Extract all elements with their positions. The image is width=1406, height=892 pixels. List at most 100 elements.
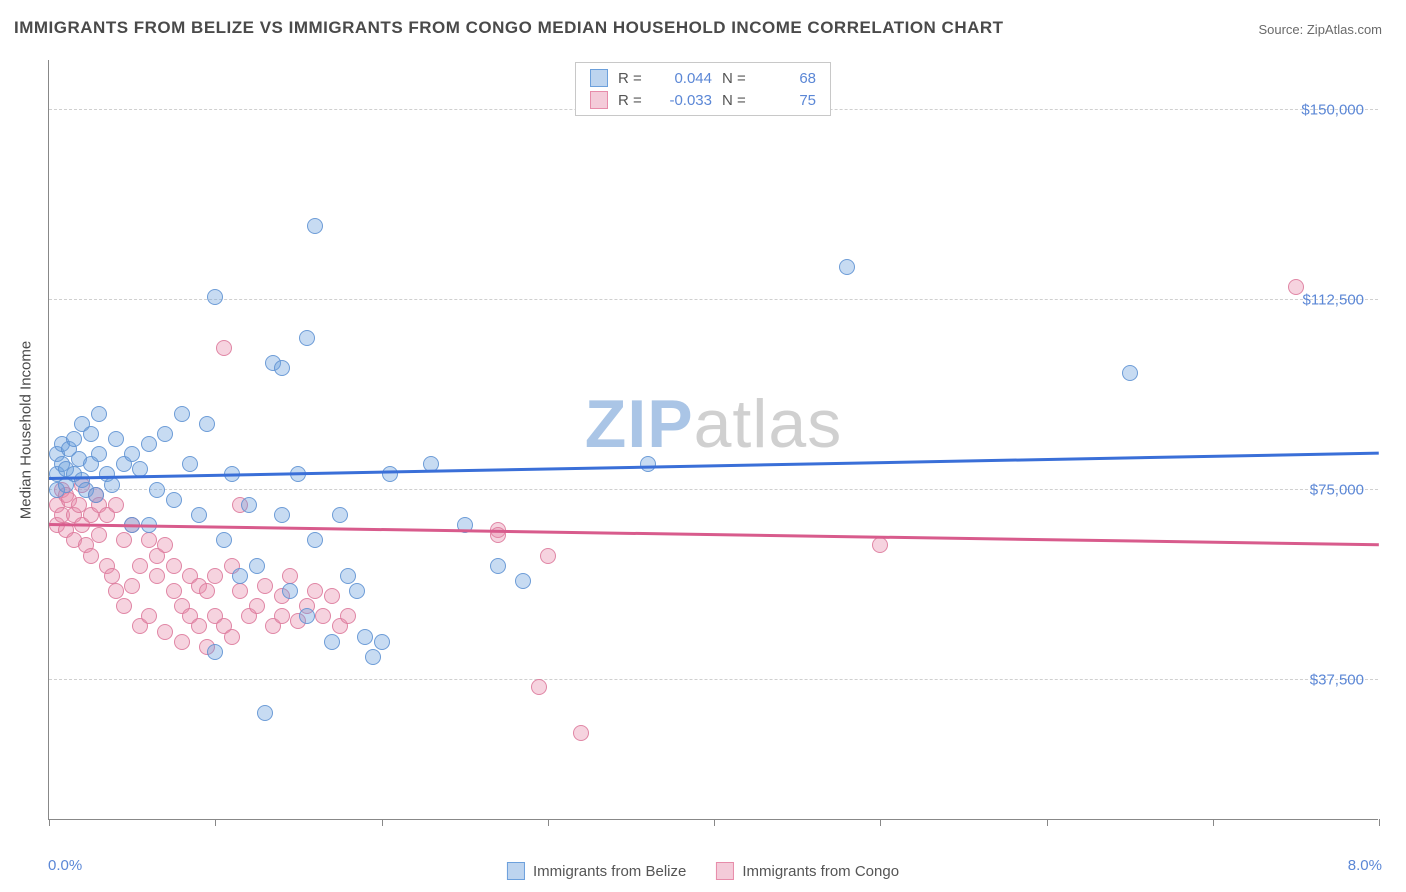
data-point-blue [216,532,232,548]
watermark-zip: ZIP [585,386,694,462]
data-point-blue [241,497,257,513]
x-tick [1213,819,1214,826]
data-point-pink [91,527,107,543]
trend-line-blue [49,452,1379,480]
data-point-pink [157,537,173,553]
scatter-plot-area: ZIPatlas $37,500$75,000$112,500$150,000 [48,60,1378,820]
data-point-blue [274,360,290,376]
data-point-pink [232,583,248,599]
data-point-blue [191,507,207,523]
data-point-pink [108,497,124,513]
data-point-blue [88,487,104,503]
data-point-blue [490,558,506,574]
data-point-blue [104,477,120,493]
y-tick-label: $37,500 [1310,671,1364,688]
x-tick [880,819,881,826]
data-point-pink [207,568,223,584]
swatch-blue-icon [590,69,608,87]
data-point-blue [299,330,315,346]
data-point-pink [108,583,124,599]
data-point-pink [340,608,356,624]
data-point-pink [104,568,120,584]
data-point-blue [207,289,223,305]
belize-r-value: 0.044 [656,70,712,87]
data-point-pink [149,568,165,584]
data-point-pink [166,583,182,599]
legend-label-congo: Immigrants from Congo [742,863,899,880]
data-point-pink [249,598,265,614]
data-point-pink [282,568,298,584]
data-point-blue [108,431,124,447]
congo-n-value: 75 [760,92,816,109]
x-tick [1379,819,1380,826]
swatch-pink-icon [716,862,734,880]
x-axis-max-label: 8.0% [1348,857,1382,874]
x-tick [49,819,50,826]
source-attribution: Source: ZipAtlas.com [1258,22,1382,37]
data-point-blue [141,436,157,452]
data-point-pink [191,618,207,634]
data-point-blue [374,634,390,650]
data-point-blue [349,583,365,599]
data-point-blue [515,573,531,589]
data-point-blue [207,644,223,660]
y-axis-title: Median Household Income [18,341,35,519]
data-point-blue [307,218,323,234]
data-point-blue [249,558,265,574]
chart-title: IMMIGRANTS FROM BELIZE VS IMMIGRANTS FRO… [14,18,1004,38]
data-point-blue [166,492,182,508]
legend-row-belize: R = 0.044 N = 68 [590,67,816,89]
swatch-blue-icon [507,862,525,880]
data-point-blue [124,446,140,462]
data-point-blue [299,608,315,624]
data-point-pink [166,558,182,574]
data-point-blue [232,568,248,584]
watermark-atlas: atlas [694,386,843,462]
data-point-pink [141,532,157,548]
swatch-pink-icon [590,91,608,109]
data-point-blue [83,426,99,442]
data-point-pink [157,624,173,640]
data-point-pink [132,558,148,574]
data-point-blue [91,406,107,422]
data-point-pink [116,598,132,614]
x-tick [1047,819,1048,826]
data-point-blue [257,705,273,721]
data-point-blue [199,416,215,432]
n-label: N = [722,92,750,109]
data-point-blue [332,507,348,523]
n-label: N = [722,70,750,87]
legend-item-belize: Immigrants from Belize [507,862,686,880]
data-point-blue [382,466,398,482]
data-point-pink [257,578,273,594]
data-point-pink [315,608,331,624]
y-tick-label: $112,500 [1303,291,1364,308]
data-point-blue [182,456,198,472]
data-point-blue [157,426,173,442]
x-tick [714,819,715,826]
r-label: R = [618,92,646,109]
gridline-horizontal [49,679,1378,680]
data-point-blue [91,446,107,462]
belize-n-value: 68 [760,70,816,87]
y-tick-label: $75,000 [1310,481,1364,498]
data-point-pink [307,583,323,599]
data-point-blue [324,634,340,650]
data-point-blue [307,532,323,548]
correlation-legend: R = 0.044 N = 68 R = -0.033 N = 75 [575,62,831,116]
data-point-pink [872,537,888,553]
legend-item-congo: Immigrants from Congo [716,862,899,880]
legend-row-congo: R = -0.033 N = 75 [590,89,816,111]
x-tick [215,819,216,826]
gridline-horizontal [49,489,1378,490]
data-point-pink [531,679,547,695]
data-point-blue [365,649,381,665]
data-point-pink [216,340,232,356]
trend-line-pink [49,523,1379,546]
data-point-pink [141,608,157,624]
watermark: ZIPatlas [585,385,842,463]
data-point-pink [174,634,190,650]
data-point-pink [83,548,99,564]
data-point-pink [274,608,290,624]
series-legend: Immigrants from Belize Immigrants from C… [507,862,899,880]
